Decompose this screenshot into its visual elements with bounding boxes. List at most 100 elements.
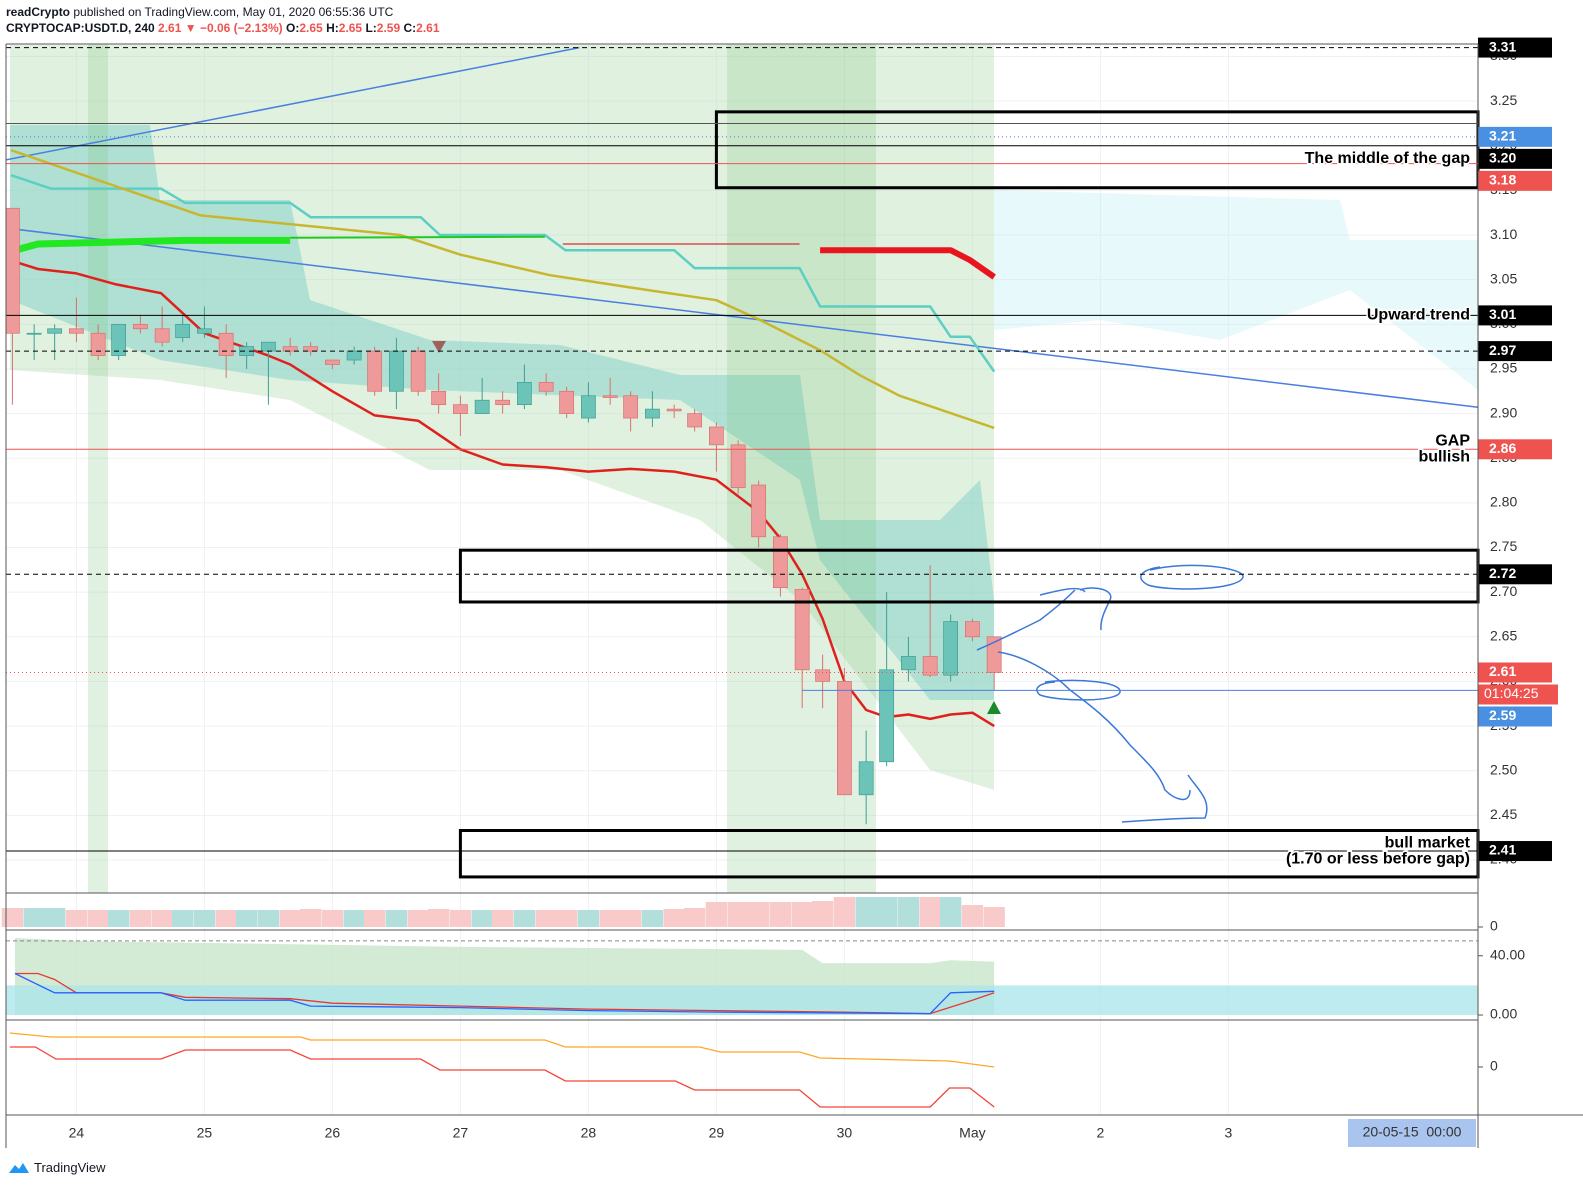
price-badge: [1478, 305, 1552, 326]
volume-bar: [875, 897, 898, 927]
y-tick-label: 2.45: [1490, 806, 1517, 822]
candle-body: [538, 382, 554, 392]
drawing: [1036, 679, 1121, 701]
main-pane: [6, 44, 1478, 893]
volume-bar: [343, 910, 365, 927]
candle-body: [922, 656, 938, 676]
volume-bar: [747, 902, 770, 927]
indicator-line: [9, 1046, 995, 1108]
ohlc-label: L:: [365, 21, 377, 35]
candle-body: [90, 332, 106, 356]
y-tick-label: 2.50: [1490, 761, 1517, 777]
price-badge: [1478, 341, 1552, 362]
frame: [5, 43, 1583, 1148]
price-badge-label: 2.72: [1489, 565, 1516, 581]
volume-bar: [641, 910, 664, 927]
price-badge-label: 3.20: [1489, 150, 1516, 166]
ohlc-label: H:: [326, 21, 339, 35]
y-tick-label: 3.05: [1490, 270, 1517, 286]
indicator-line: [10, 149, 995, 430]
price-badge: [1478, 148, 1552, 169]
ohlc-label: C:: [403, 21, 417, 35]
volume-bar: [215, 910, 237, 927]
drawing: [976, 589, 1076, 651]
volume-bar: [983, 907, 1005, 927]
price-badge-label: 2.97: [1489, 342, 1516, 358]
volume-bar: [663, 909, 685, 927]
volume-bar: [427, 909, 450, 927]
x-tick-label: 26: [325, 1125, 341, 1141]
y-tick-label: 3.10: [1490, 226, 1517, 242]
volume-bar: [65, 910, 88, 927]
drawing: [1121, 774, 1208, 823]
author: readCrypto: [6, 5, 71, 19]
footer: TradingView: [8, 1160, 106, 1175]
cloud-green: [10, 45, 994, 790]
candle-body: [261, 341, 276, 352]
candle-body: [815, 669, 831, 682]
volume-bar: [129, 910, 152, 927]
volume-bar: [23, 908, 45, 927]
candle-body: [346, 350, 362, 361]
candle-body: [431, 390, 447, 406]
volume-bar: [491, 910, 514, 927]
y-tick-label: 2.75: [1490, 538, 1517, 554]
volume-bar: [705, 902, 728, 927]
volume-bar: [321, 910, 344, 927]
x-tick-label: 25: [197, 1125, 213, 1141]
price-badge-label: 2.41: [1489, 842, 1516, 858]
date-badge-bg: [1348, 1119, 1476, 1147]
indicator-line: [6, 46, 580, 161]
volume-bar: [107, 910, 130, 927]
main-marks: [6, 46, 1478, 825]
candle-body: [367, 350, 383, 392]
volume-bar: [919, 897, 941, 927]
price-badge: [1478, 170, 1552, 191]
price-badge-label: 2.59: [1489, 707, 1516, 723]
volume-bar: [171, 910, 194, 927]
candle-body: [517, 382, 532, 406]
date-badge: 20-05-15 00:00: [1363, 1124, 1462, 1140]
logo: [9, 1162, 29, 1173]
volume-bar: [769, 902, 792, 927]
volume-bar: [151, 910, 173, 927]
candle-body: [47, 328, 63, 334]
volume-bar: [555, 910, 578, 927]
level-note: bull market: [1385, 834, 1471, 851]
x-tick-label: May: [959, 1125, 985, 1141]
candle-body: [901, 656, 916, 671]
drawing: [1140, 564, 1244, 590]
symbol: CRYPTOCAP:USDT.D, 240: [6, 21, 155, 35]
y-tick-label: 2.70: [1490, 583, 1517, 599]
volume-bar: [363, 910, 386, 927]
candle-body: [687, 413, 703, 428]
level-note: bullish: [1418, 449, 1470, 466]
candle-body: [218, 332, 234, 356]
x-tick-label: 30: [837, 1125, 853, 1141]
volume-bar: [619, 910, 642, 927]
indicator-line: [14, 236, 291, 254]
volume-bar: [87, 910, 109, 927]
level-note: The middle of the gap: [1305, 150, 1471, 167]
y-tick-label: 40.00: [1490, 946, 1525, 962]
volume-bar: [193, 910, 216, 927]
volume-bar: [279, 910, 301, 927]
header: readCrypto published on TradingView.com,…: [6, 4, 440, 36]
x-tick-label: 3: [1225, 1125, 1233, 1141]
drawing: [997, 651, 1191, 801]
candle-body: [709, 426, 724, 446]
marks: 24252627282930May232.402.452.502.552.602…: [1, 37, 1558, 1141]
x-tick-label: 24: [69, 1125, 85, 1141]
cloud-cyan: [10, 125, 994, 700]
session-band: [727, 44, 876, 893]
price-badge: [1478, 439, 1552, 460]
quote: 2.61 ▼ −0.06 (−2.13%): [158, 21, 283, 35]
candle-body: [559, 390, 575, 414]
candle-body: [453, 404, 468, 414]
price-badge-label: 3.01: [1489, 306, 1516, 322]
ohlc-value: 2.65: [338, 21, 363, 35]
level-note: Upward trend: [1367, 307, 1470, 324]
level-note: (1.70 or less before gap): [1286, 850, 1470, 867]
volume-bar: [855, 897, 877, 927]
